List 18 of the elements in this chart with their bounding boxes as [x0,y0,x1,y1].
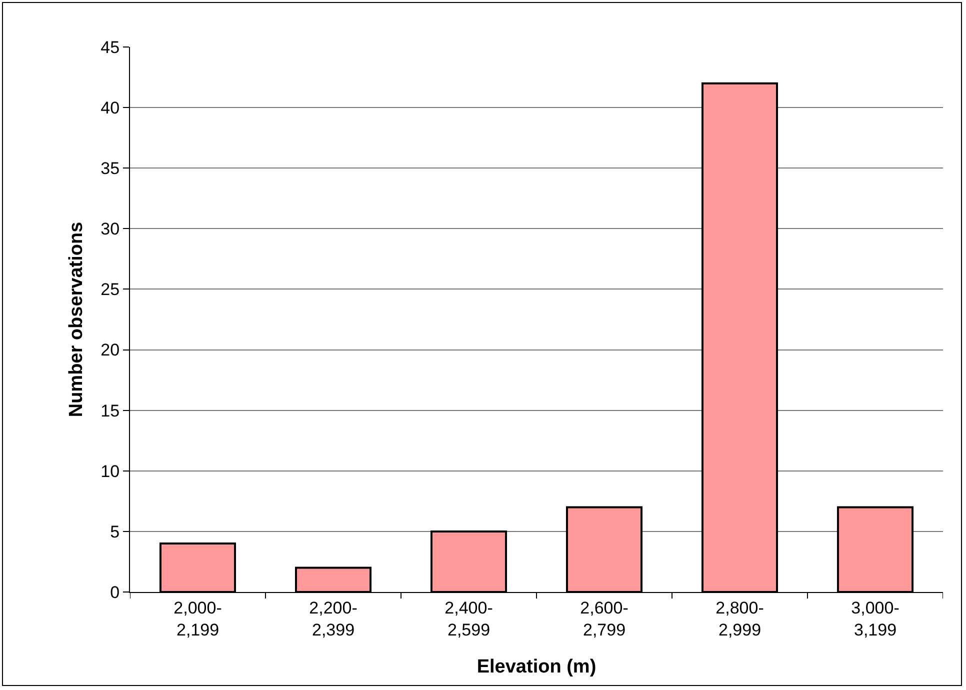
y-tick-label: 30 [100,220,120,239]
y-tick-label: 20 [100,340,120,360]
x-tick-label: 2,200- 2,399 [309,598,358,640]
y-tick-label: 40 [100,98,120,118]
y-tick-label: 25 [100,280,120,300]
y-tick-label: 35 [100,159,120,178]
x-tick-label: 2,600- 2,799 [580,598,628,640]
y-tick-label: 5 [110,522,120,542]
y-tick-label: 10 [100,462,120,481]
x-tick-label: 2,400- 2,599 [444,598,493,640]
y-tick-label: 45 [100,38,120,57]
y-axis-title: Number observations [66,222,87,418]
x-tick-label: 2,000- 2,199 [174,598,222,640]
x-tick-label: 2,800- 2,999 [716,598,764,640]
x-axis-title: Elevation (m) [476,656,596,678]
y-tick-label: 15 [100,401,120,420]
x-tick-label: 3,000- 3,199 [851,598,900,640]
y-tick-label: 0 [110,582,120,602]
